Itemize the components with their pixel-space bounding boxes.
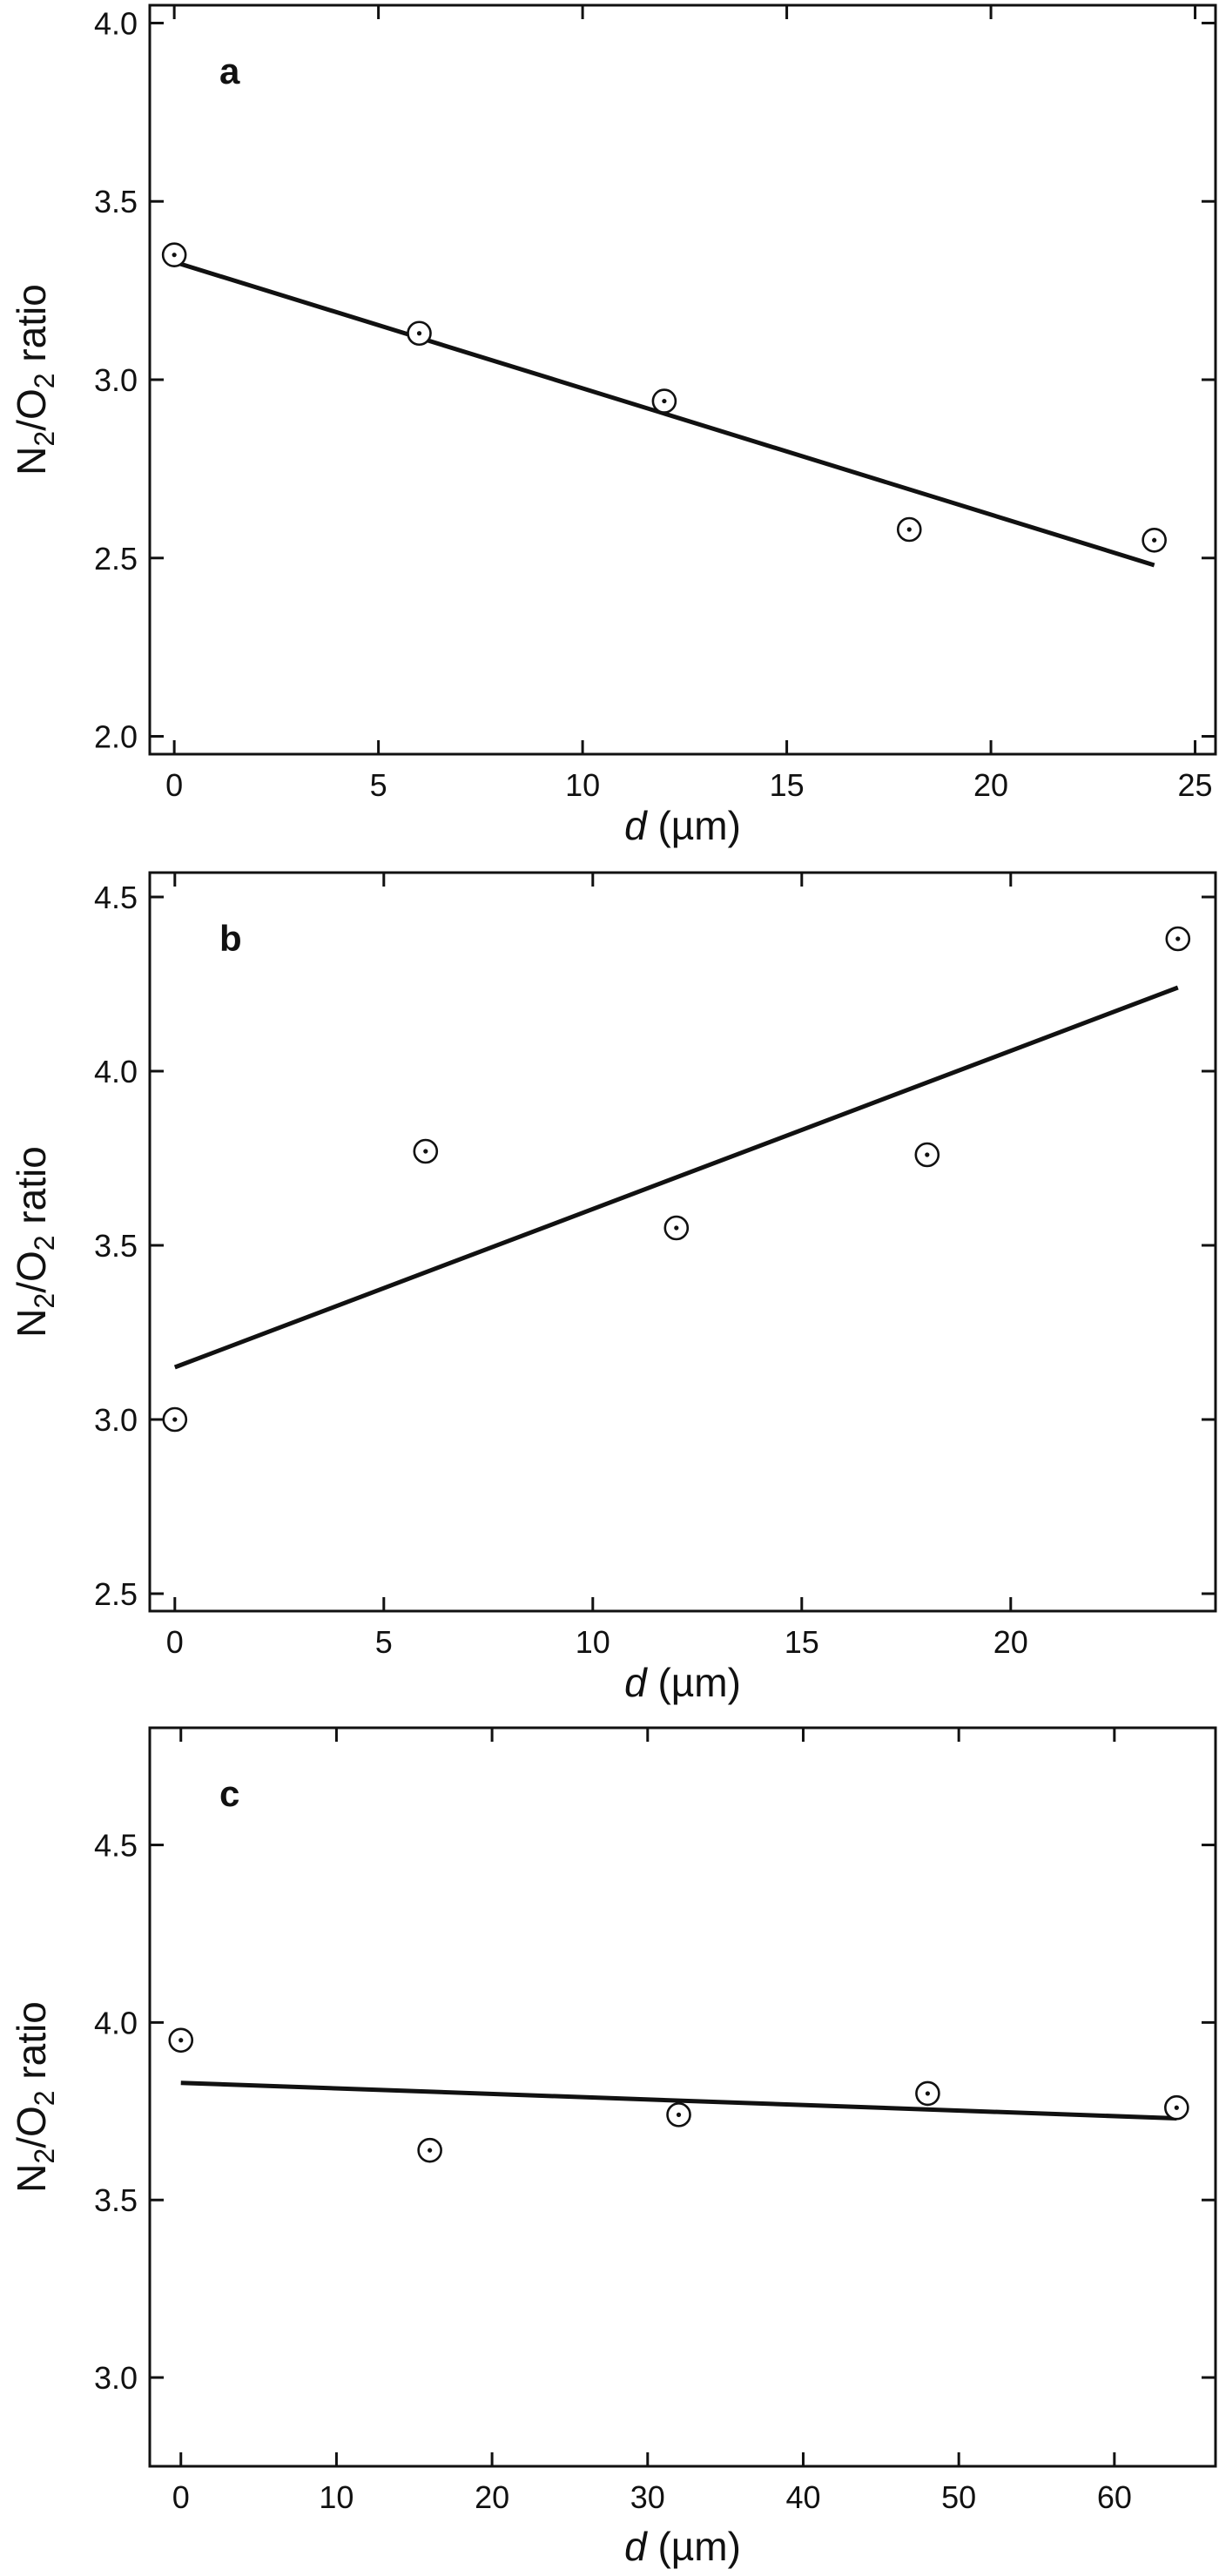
data-point — [1165, 926, 1191, 952]
x-tick-label: 10 — [576, 1624, 610, 1660]
data-point — [915, 2080, 940, 2107]
x-tick-label: 0 — [172, 2479, 190, 2515]
data-point — [666, 2102, 691, 2128]
x-axis-label: d (µm) — [624, 803, 741, 848]
data-point — [896, 516, 922, 543]
x-axis-unit: (µm) — [647, 1660, 741, 1705]
data-point — [663, 1215, 690, 1241]
y-tick-label: 3.5 — [94, 1228, 138, 1264]
x-tick-label: 10 — [565, 767, 600, 803]
plot-frame — [148, 1726, 1217, 2468]
y-tick-label: 2.5 — [94, 541, 138, 577]
x-tick-label: 15 — [785, 1624, 819, 1660]
data-point-center — [423, 1149, 428, 1154]
x-tick-label: 20 — [475, 2479, 509, 2515]
data-point-center — [1175, 936, 1181, 941]
x-axis-label: d (µm) — [624, 1660, 741, 1705]
panel-b: 0 5 10 15 20 2.5 3.0 3.5 4.0 4.5 b d (µm) N2/O2 rati… — [9, 871, 1217, 1705]
x-axis-unit: (µm) — [647, 803, 741, 848]
y-tick-label: 4.0 — [94, 2005, 138, 2040]
x-tick-label: 50 — [941, 2479, 976, 2515]
data-point-center — [676, 2112, 682, 2117]
y-tick-label: 3.5 — [94, 184, 138, 219]
panel-a: 0 5 10 15 20 25 2.0 2.5 3.0 3.5 4.0 a d (µm) N2/O2 ra… — [9, 3, 1217, 848]
x-axis-variable: d — [624, 803, 648, 848]
x-tick-label: 5 — [370, 767, 387, 803]
y-tick-label: 4.5 — [94, 880, 138, 915]
x-tick-label: 0 — [165, 767, 183, 803]
x-tick-label: 20 — [973, 767, 1008, 803]
data-point-center — [674, 1225, 679, 1231]
x-tick-label: 30 — [630, 2479, 665, 2515]
y-axis-label: N2/O2 ratio — [9, 2001, 60, 2193]
data-point-center — [428, 2148, 433, 2153]
y-tick-label: 3.0 — [94, 362, 138, 398]
panel-label: a — [219, 51, 240, 91]
data-point — [1142, 527, 1167, 553]
data-point-center — [172, 1417, 178, 1422]
y-tick-label: 3.5 — [94, 2182, 138, 2218]
data-point — [417, 2137, 442, 2163]
data-point-center — [925, 1152, 930, 1157]
x-tick-label: 40 — [785, 2479, 820, 2515]
plot-frame — [148, 871, 1217, 1613]
fit-line — [180, 2080, 1177, 2121]
plot-frame — [148, 3, 1217, 756]
panel-label: c — [219, 1773, 239, 1814]
panel-c: 0 10 20 30 40 50 60 3.0 3.5 4.0 4.5 c d (µm) N2/O2 ra… — [9, 1726, 1217, 2569]
x-tick-label: 60 — [1097, 2479, 1132, 2515]
data-point — [161, 242, 187, 267]
data-point — [407, 320, 432, 347]
data-point-center — [416, 331, 422, 336]
data-point-center — [1152, 537, 1157, 543]
y-tick-label: 2.5 — [94, 1576, 138, 1612]
x-axis-variable: d — [624, 2524, 648, 2569]
data-point — [162, 1406, 188, 1433]
x-tick-label: 5 — [375, 1624, 393, 1660]
data-point — [413, 1138, 439, 1164]
data-point-center — [662, 398, 667, 404]
y-tick-label: 3.0 — [94, 1402, 138, 1438]
data-point — [914, 1142, 940, 1168]
x-tick-label: 0 — [166, 1624, 184, 1660]
data-point-center — [178, 2038, 184, 2043]
y-tick-label: 4.5 — [94, 1828, 138, 1864]
x-axis-variable: d — [624, 1660, 648, 1705]
panel-label: b — [219, 918, 242, 959]
fit-line — [173, 985, 1179, 1370]
data-point-center — [1174, 2105, 1179, 2110]
x-axis-unit: (µm) — [647, 2524, 741, 2569]
y-tick-label: 3.0 — [94, 2360, 138, 2396]
x-axis-label: d (µm) — [624, 2524, 741, 2569]
x-tick-label: 15 — [770, 767, 805, 803]
fit-line — [173, 260, 1155, 568]
x-tick-label: 10 — [319, 2479, 354, 2515]
data-point-center — [925, 2091, 931, 2096]
y-axis-label: N2/O2 ratio — [9, 284, 60, 475]
y-axis-label: N2/O2 ratio — [9, 1146, 60, 1338]
y-tick-label: 4.0 — [94, 5, 138, 41]
y-tick-label: 2.0 — [94, 719, 138, 755]
data-point — [168, 2027, 194, 2053]
data-point — [1164, 2094, 1189, 2121]
x-tick-label: 25 — [1178, 767, 1213, 803]
y-tick-label: 4.0 — [94, 1054, 138, 1089]
data-point-center — [172, 253, 177, 258]
data-point — [651, 388, 677, 414]
x-tick-label: 20 — [993, 1624, 1028, 1660]
data-point-center — [906, 527, 912, 532]
